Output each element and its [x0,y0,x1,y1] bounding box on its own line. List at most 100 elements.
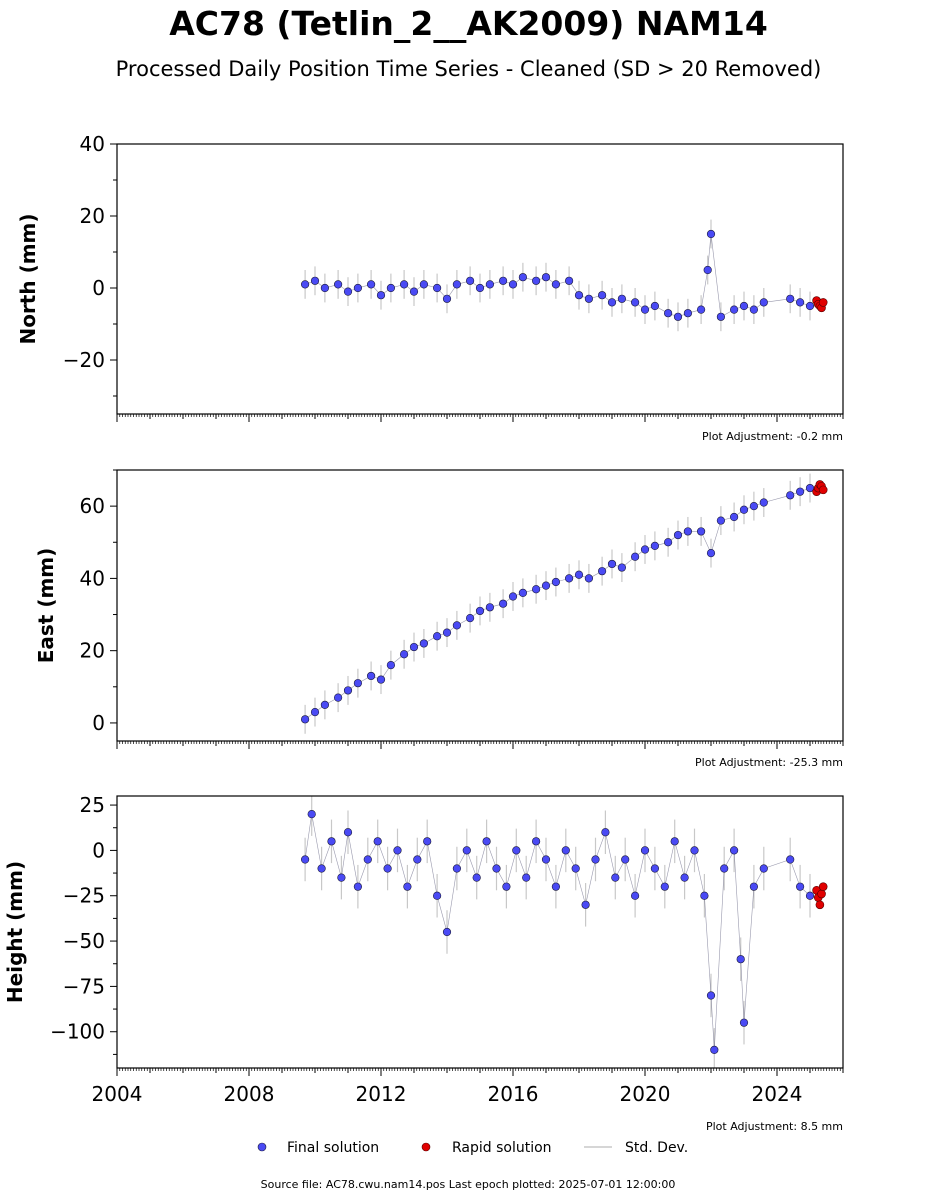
final-point [508,280,518,289]
final-point [400,280,409,289]
final-point [683,527,693,536]
final-point [334,693,343,702]
y-tick-label: 60 [80,494,105,518]
plot-adjustment: Plot Adjustment: -25.3 mm [695,756,843,769]
final-point [601,828,610,837]
final-point [419,639,429,648]
panel-2: −100 −75 −50 −25 0 25 2004 2008 2012 2016 2020 2024… [3,793,844,1133]
final-point [591,855,600,864]
final-point [551,577,561,587]
final-point [571,864,580,873]
final-point [485,280,495,289]
final-point [353,882,363,891]
final-point [716,516,726,525]
final-point [749,502,759,511]
final-point [680,873,689,882]
final-point [343,686,353,695]
final-point [409,287,419,296]
final-point [442,628,452,637]
y-axis-label: East (mm) [34,548,58,664]
final-point [409,642,419,652]
legend-final-marker [257,1142,267,1152]
final-point [383,864,392,873]
final-point [630,552,640,561]
x-tick-label: 2012 [356,1082,407,1106]
rapid-point [818,882,828,891]
y-tick-label: 0 [92,711,105,735]
final-point [706,229,716,239]
final-point [353,283,363,293]
final-point [739,505,749,514]
final-point [541,273,551,282]
panel-marks [301,219,828,332]
final-point [413,855,422,864]
final-point [518,273,528,282]
final-point [703,265,712,275]
final-point [795,487,805,496]
final-point [502,882,511,891]
final-point [376,675,386,684]
final-point [729,305,739,314]
final-point [640,846,650,855]
final-point [564,574,574,583]
final-point [522,873,531,882]
final-point [696,527,706,536]
legend-rapid-label: Rapid solution [452,1140,552,1156]
final-point [581,900,590,909]
final-point [630,298,640,307]
final-point [597,291,607,300]
final-point [805,483,815,493]
final-point [729,846,739,855]
final-point [307,810,316,819]
final-point [343,287,353,296]
final-point [433,283,442,293]
final-point [393,846,402,855]
final-point [640,545,650,554]
final-point [466,276,475,285]
final-point [786,491,795,500]
final-point [433,891,442,900]
y-tick-label: 20 [80,639,105,663]
final-point [337,873,346,882]
y-tick-label: 20 [80,204,105,228]
final-point [729,512,739,522]
y-tick-label: 25 [80,793,105,817]
final-point [492,864,501,873]
final-point [564,276,574,285]
final-point [584,574,594,583]
final-point [376,291,386,300]
final-trace [304,487,811,720]
final-point [551,280,561,289]
final-point [531,276,541,285]
final-point [574,291,584,300]
final-point [617,563,627,572]
final-point [673,530,683,540]
final-point [650,864,660,873]
final-point [452,280,462,289]
final-point [736,955,745,964]
final-point [663,538,673,547]
final-point [597,567,607,576]
final-point [805,301,815,311]
final-point [630,891,640,900]
final-point [617,294,627,303]
final-point [433,632,442,641]
chart-subtitle: Processed Daily Position Time Series - C… [115,57,822,81]
rapid-point [818,485,828,495]
final-point [462,846,471,855]
panel-marks [301,796,828,1068]
y-tick-label: 0 [92,276,105,300]
final-point [749,882,759,891]
final-point [716,312,726,321]
x-tick-label: 2020 [620,1082,671,1106]
final-point [670,837,679,846]
final-point [561,846,570,855]
y-tick-label: −50 [63,929,105,953]
final-point [531,837,541,846]
final-point [475,283,485,293]
final-point [739,301,749,311]
legend: Final solution Rapid solution Std. Dev. [257,1140,688,1156]
y-tick-label: −25 [63,884,105,908]
x-tick-label: 2024 [752,1082,803,1106]
final-point [485,603,495,612]
